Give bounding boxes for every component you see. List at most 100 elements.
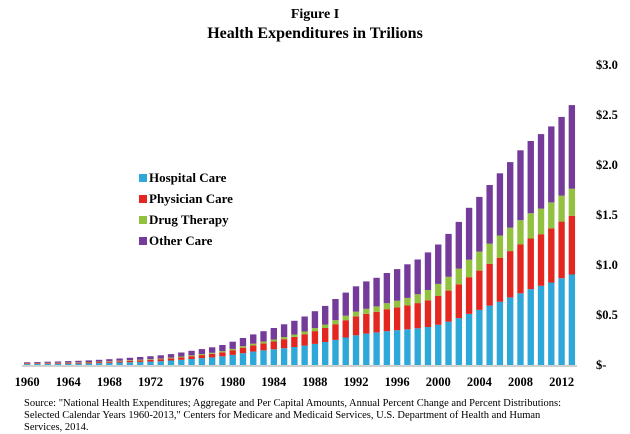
bar-segment-other-1964	[65, 361, 71, 362]
bar-segment-physician-1981	[240, 348, 246, 354]
bar-segment-physician-2007	[507, 251, 513, 297]
bar-segment-hospital-1993	[363, 334, 369, 365]
bar-segment-hospital-2007	[507, 297, 513, 365]
bar-segment-drug-2001	[445, 277, 451, 291]
bar-segment-other-1987	[301, 317, 307, 332]
bar-segment-physician-2001	[445, 291, 451, 322]
bar-segment-hospital-1986	[291, 347, 297, 365]
bar-segment-physician-1980	[230, 350, 236, 355]
bar-segment-physician-1992	[353, 316, 359, 335]
bar-segment-hospital-1974	[168, 361, 174, 366]
bar-segment-other-1992	[353, 286, 359, 311]
bar-segment-drug-1966	[86, 362, 92, 363]
bar-segment-hospital-1976	[188, 359, 194, 365]
bar-segment-hospital-1987	[301, 346, 307, 365]
bar-segment-hospital-2008	[517, 293, 523, 365]
bar-segment-physician-2006	[497, 258, 503, 302]
bar-segment-physician-1982	[250, 345, 256, 351]
bar-segment-other-1976	[188, 351, 194, 356]
bar-segment-hospital-2009	[528, 289, 534, 365]
bar-segment-drug-1991	[343, 316, 349, 321]
legend-swatch-physician	[139, 195, 147, 203]
bar-segment-other-2010	[538, 134, 544, 209]
bar-segment-other-1961	[34, 362, 40, 363]
x-tick-label: 1960	[15, 375, 40, 389]
bar-segment-drug-1971	[137, 360, 143, 361]
bar-segment-drug-2005	[486, 244, 492, 264]
x-tick-label: 1980	[220, 375, 245, 389]
x-tick-label: 2008	[508, 375, 533, 389]
bar-segment-physician-1977	[199, 355, 205, 358]
bar-segment-physician-2000	[435, 296, 441, 325]
bar-segment-physician-1996	[394, 307, 400, 330]
bar-segment-other-1962	[45, 362, 51, 363]
bar-segment-hospital-2001	[445, 322, 451, 365]
bar-segment-physician-1991	[343, 320, 349, 337]
y-tick-label: $1.5	[596, 208, 618, 222]
x-tick-label: 2004	[467, 375, 493, 389]
bar-segment-physician-1993	[363, 314, 369, 334]
bar-segment-hospital-1973	[158, 361, 164, 365]
bar-segment-hospital-1970	[127, 362, 133, 365]
bar-segment-other-1986	[291, 321, 297, 335]
bar-segment-other-2007	[507, 162, 513, 228]
bar-segment-other-1977	[199, 349, 205, 354]
bar-segment-physician-1978	[209, 354, 215, 358]
legend-swatch-hospital	[139, 174, 147, 182]
bar-segment-hospital-2005	[486, 306, 492, 365]
bar-segment-drug-2011	[548, 202, 554, 228]
bar-segment-drug-2010	[538, 209, 544, 235]
bar-segment-physician-1979	[219, 352, 225, 356]
bar-segment-drug-1999	[425, 290, 431, 300]
bar-segment-hospital-1988	[312, 344, 318, 365]
bar-segment-hospital-1967	[96, 363, 102, 365]
bar-segment-physician-2011	[548, 228, 554, 282]
x-tick-label: 1988	[302, 375, 327, 389]
bar-segment-hospital-1989	[322, 342, 328, 365]
bar-segment-drug-1978	[209, 353, 215, 354]
bar-segment-drug-1998	[415, 294, 421, 303]
legend-label-physician: Physician Care	[149, 191, 233, 206]
bar-segment-other-1969	[116, 359, 122, 361]
bar-segment-hospital-1984	[271, 349, 277, 365]
bar-segment-physician-1968	[106, 362, 112, 363]
bar-segment-drug-1993	[363, 309, 369, 314]
bar-segment-other-2012	[558, 117, 564, 196]
bar-segment-physician-1962	[45, 363, 51, 364]
bar-segment-physician-2003	[466, 277, 472, 314]
bar-segment-drug-1985	[281, 337, 287, 339]
bar-segment-hospital-1971	[137, 362, 143, 365]
bar-segment-physician-1973	[158, 359, 164, 361]
bar-segment-hospital-1982	[250, 352, 256, 365]
bar-segment-hospital-1996	[394, 330, 400, 365]
bar-segment-physician-2005	[486, 264, 492, 306]
bar-segment-drug-1967	[96, 362, 102, 363]
bar-segment-drug-2009	[528, 213, 534, 238]
bar-segment-other-1990	[332, 299, 338, 320]
bar-segment-hospital-1990	[332, 340, 338, 365]
bar-segment-physician-2012	[558, 222, 564, 279]
bar-segment-hospital-1999	[425, 327, 431, 365]
y-tick-label: $2.5	[596, 108, 618, 122]
bar-segment-drug-1974	[168, 358, 174, 359]
bar-segment-other-1999	[425, 252, 431, 290]
bar-segment-other-1989	[322, 306, 328, 325]
baseline	[22, 365, 577, 367]
bar-segment-drug-1970	[127, 360, 133, 361]
bar-segment-drug-1973	[158, 359, 164, 360]
bar-segment-hospital-1977	[199, 358, 205, 365]
bar-segment-drug-2004	[476, 252, 482, 271]
bar-segment-hospital-1992	[353, 335, 359, 365]
bar-segment-drug-1994	[373, 306, 379, 311]
bar-segment-hospital-1998	[415, 328, 421, 365]
legend-label-other: Other Care	[149, 233, 213, 248]
bar-segment-physician-1972	[147, 360, 153, 362]
bar-segment-drug-1987	[301, 332, 307, 335]
bar-segment-other-1998	[415, 260, 421, 295]
bar-segment-drug-2003	[466, 260, 472, 278]
legend-label-hospital: Hospital Care	[149, 170, 227, 185]
x-tick-label: 1972	[138, 375, 163, 389]
bar-segment-other-1991	[343, 293, 349, 316]
